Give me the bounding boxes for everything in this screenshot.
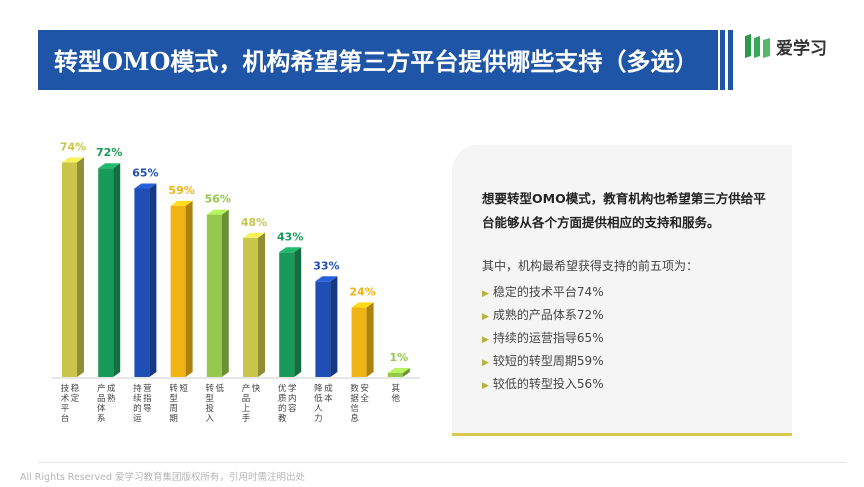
category-label: 低	[216, 383, 225, 394]
bar-top	[351, 302, 374, 308]
bar-front	[387, 373, 403, 377]
category-label: 其他	[392, 384, 401, 404]
bar-side	[294, 247, 302, 377]
bar-side	[366, 302, 374, 377]
bar-side	[221, 209, 229, 377]
category-label: 成本	[324, 383, 333, 404]
data-label: 1%	[389, 351, 408, 364]
bar-side	[402, 368, 410, 377]
bar-front	[279, 252, 295, 377]
triangle-bullet-icon: ▶	[482, 289, 489, 299]
title-stripes	[720, 30, 733, 90]
bar-top	[62, 157, 84, 163]
list-item: ▶ 持续的运营指导65%	[482, 331, 604, 345]
category-label: 稳定	[71, 383, 80, 404]
bar-front	[134, 188, 150, 377]
bar-top	[98, 163, 121, 169]
bar-side	[149, 183, 157, 377]
data-label: 33%	[313, 259, 339, 272]
triangle-bullet-icon: ▶	[482, 335, 489, 345]
data-label: 43%	[277, 230, 303, 243]
bar-side	[77, 157, 84, 377]
bar-front	[206, 214, 222, 377]
summary-lead: 想要转型OMO模式，教育机构也希望第三方供给平台能够从各个方面提供相应的支持和服…	[482, 191, 766, 230]
footer-divider	[38, 462, 846, 463]
bar-side	[185, 200, 193, 377]
bar-top	[387, 368, 410, 373]
data-label: 48%	[241, 216, 267, 229]
category-label: 优质的教	[278, 383, 287, 424]
summary-panel: 想要转型OMO模式，教育机构也希望第三方供给平台能够从各个方面提供相应的支持和服…	[452, 145, 792, 436]
list-item: ▶ 较短的转型周期59%	[482, 354, 604, 368]
triangle-bullet-icon: ▶	[482, 312, 489, 322]
category-label: 产品体系	[97, 383, 106, 424]
bar-front	[243, 237, 258, 377]
leaf-logo-icon	[745, 34, 770, 58]
bar-top	[279, 247, 302, 253]
data-label: 72%	[96, 146, 122, 159]
bar-side	[258, 232, 265, 377]
bar-front	[62, 162, 77, 377]
list-item: ▶ 成熟的产品体系72%	[482, 308, 604, 322]
bar-top	[206, 209, 229, 215]
data-label: 74%	[60, 140, 86, 153]
category-label: 持续的运	[133, 383, 142, 424]
category-label: 成熟	[107, 383, 116, 404]
bar-front	[170, 205, 186, 377]
list-item: ▶ 较低的转型投入56%	[482, 377, 604, 391]
category-label: 产品上手	[242, 383, 251, 424]
bar-side	[330, 276, 338, 377]
bar-front	[315, 281, 331, 377]
data-label: 56%	[205, 193, 231, 206]
category-label: 转型周期	[169, 383, 178, 424]
copyright-footer: All Rights Reserved 爱学习教育集团版权所有，引用时需注明出处	[20, 472, 306, 483]
category-label: 安全	[360, 383, 369, 404]
bar-front	[351, 307, 367, 377]
category-label: 短	[179, 383, 188, 394]
triangle-bullet-icon: ▶	[482, 381, 489, 391]
brand-name: 爱学习	[776, 39, 827, 59]
bar-top	[134, 183, 157, 189]
data-label: 59%	[168, 184, 194, 197]
page-title: 转型OMO模式，机构希望第三方平台提供哪些支持（多选）	[54, 47, 699, 76]
summary-intro: 其中，机构最希望获得支持的前五项为：	[482, 259, 699, 273]
category-label: 学内容	[288, 383, 297, 414]
bar-top	[170, 200, 193, 206]
title-banner: 转型OMO模式，机构希望第三方平台提供哪些支持（多选）	[38, 30, 718, 90]
brand-logo: 爱学习	[742, 30, 852, 62]
category-label: 技术平台	[61, 383, 70, 424]
category-label: 快	[252, 383, 261, 394]
top-five-list: ▶ 稳定的技术平台74% ▶ 成熟的产品体系72% ▶ 持续的运营指导65% ▶ 较短的…	[482, 281, 604, 396]
data-label: 24%	[349, 285, 375, 298]
category-label: 转型投入	[206, 383, 215, 424]
data-label: 65%	[132, 167, 158, 180]
bar-side	[113, 163, 121, 377]
category-label: 营指导	[143, 383, 152, 414]
bar-top	[243, 232, 265, 238]
category-label: 降低人力	[314, 383, 323, 424]
list-item: ▶ 稳定的技术平台74%	[482, 285, 604, 299]
category-label: 数据信息	[350, 383, 359, 424]
bar-top	[315, 276, 338, 282]
bar-front	[98, 168, 114, 377]
triangle-bullet-icon: ▶	[482, 358, 489, 368]
